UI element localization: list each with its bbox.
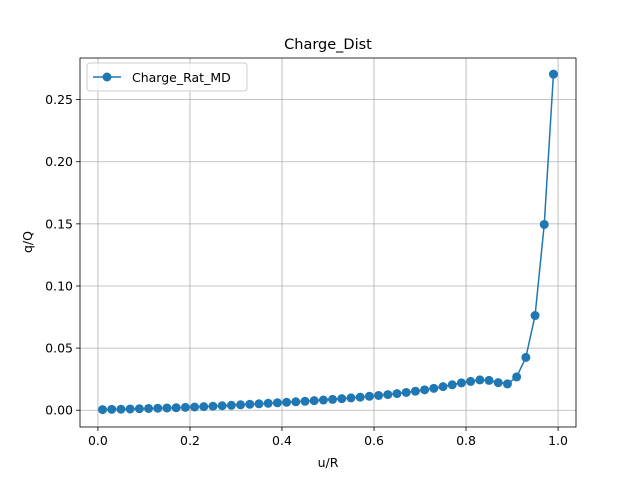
- data-point: [364, 391, 374, 401]
- data-point: [134, 404, 144, 414]
- y-tick-label: 0.10: [45, 278, 73, 293]
- legend-label: Charge_Rat_MD: [132, 70, 231, 85]
- data-point: [374, 390, 384, 400]
- y-tick-label: 0.25: [45, 92, 73, 107]
- legend-box: [86, 62, 248, 92]
- data-point: [125, 404, 135, 414]
- data-point: [254, 399, 264, 409]
- data-point: [429, 383, 439, 393]
- data-point: [98, 405, 108, 415]
- data-point: [217, 401, 227, 411]
- data-point: [530, 311, 540, 321]
- data-point: [420, 385, 430, 395]
- series: [98, 69, 558, 415]
- data-point: [236, 400, 246, 410]
- data-point: [383, 390, 393, 400]
- data-point: [162, 403, 172, 413]
- data-point: [208, 401, 218, 411]
- data-point: [475, 375, 485, 385]
- data-point: [512, 372, 522, 382]
- legend: Charge_Rat_MD: [86, 62, 248, 92]
- x-axis-label: u/R: [318, 455, 339, 470]
- data-point: [337, 394, 347, 404]
- data-point: [521, 352, 531, 362]
- data-point: [300, 396, 310, 406]
- data-point: [153, 403, 163, 413]
- data-point: [410, 386, 420, 396]
- data-point: [144, 403, 154, 413]
- grid: [80, 58, 576, 427]
- data-point: [392, 389, 402, 399]
- x-tick-label: 0.8: [456, 433, 476, 448]
- data-point: [226, 400, 236, 410]
- y-tick-label: 0.15: [45, 216, 73, 231]
- x-tick-label: 0.0: [88, 433, 108, 448]
- data-point: [171, 403, 181, 413]
- x-tick-label: 0.2: [180, 433, 200, 448]
- data-point: [466, 376, 476, 386]
- ticks: 0.0 0.2 0.4 0.6 0.8 1.0 0.00 0.05 0.10 0.15 0.20 0.…: [45, 92, 568, 448]
- x-tick-label: 1.0: [548, 433, 568, 448]
- data-point: [263, 398, 273, 408]
- data-point: [318, 395, 328, 405]
- data-point: [438, 382, 448, 392]
- chart-title: Charge_Dist: [284, 37, 372, 53]
- y-tick-label: 0.05: [45, 341, 73, 356]
- axes-frame: [79, 57, 577, 428]
- data-point: [282, 397, 292, 407]
- data-point: [493, 378, 503, 388]
- data-point: [401, 387, 411, 397]
- data-point: [447, 380, 457, 390]
- data-point: [328, 394, 338, 404]
- data-point: [107, 404, 117, 414]
- data-point: [539, 219, 549, 229]
- data-point: [272, 398, 282, 408]
- data-point: [502, 379, 512, 389]
- data-point: [245, 399, 255, 409]
- legend-marker: [102, 72, 112, 82]
- x-tick-label: 0.6: [364, 433, 384, 448]
- data-point: [291, 397, 301, 407]
- series-line: [102, 74, 555, 411]
- data-point: [199, 402, 209, 412]
- x-tick-label: 0.4: [272, 433, 292, 448]
- data-point: [309, 396, 319, 406]
- data-point: [180, 402, 190, 412]
- y-axis-label: q/Q: [20, 231, 35, 253]
- y-tick-label: 0.20: [45, 154, 73, 169]
- data-point: [190, 402, 200, 412]
- plot-area-border: [79, 57, 577, 428]
- data-point: [346, 393, 356, 403]
- data-point: [548, 69, 558, 79]
- data-point: [355, 392, 365, 402]
- y-tick-label: 0.00: [45, 403, 73, 418]
- data-point: [456, 378, 466, 388]
- data-point: [484, 375, 494, 385]
- data-point: [116, 404, 126, 414]
